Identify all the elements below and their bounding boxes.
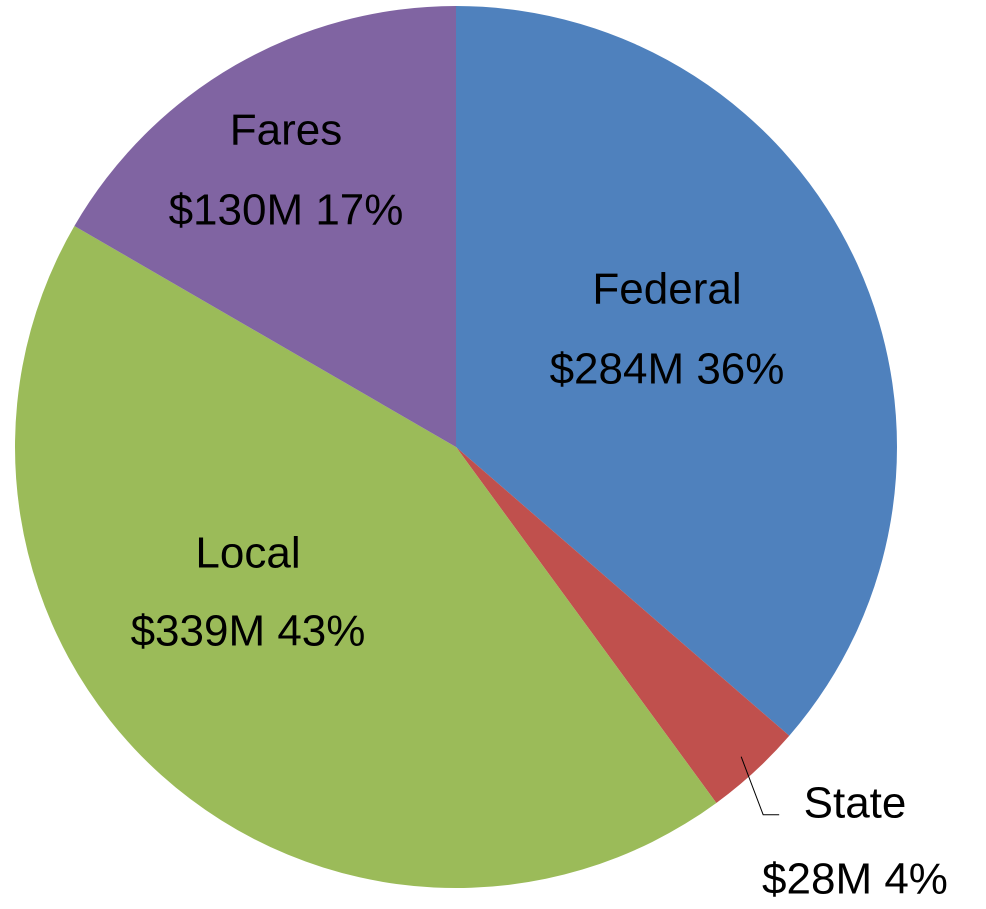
pie-slice	[456, 447, 790, 803]
pie-slice	[74, 6, 457, 447]
value-label: $130M 17%	[169, 186, 404, 235]
leader-line	[740, 756, 780, 816]
pie-slice	[15, 225, 717, 889]
value-label: $284M 36%	[550, 345, 785, 394]
slice-label: Local	[195, 529, 300, 578]
pie-slice	[456, 6, 897, 736]
value-label: $28M 4%	[762, 855, 948, 904]
slice-label: State	[804, 779, 907, 828]
value-label: $339M 43%	[131, 607, 366, 656]
slice-label: Federal	[592, 265, 741, 314]
slice-label: Fares	[230, 106, 342, 155]
